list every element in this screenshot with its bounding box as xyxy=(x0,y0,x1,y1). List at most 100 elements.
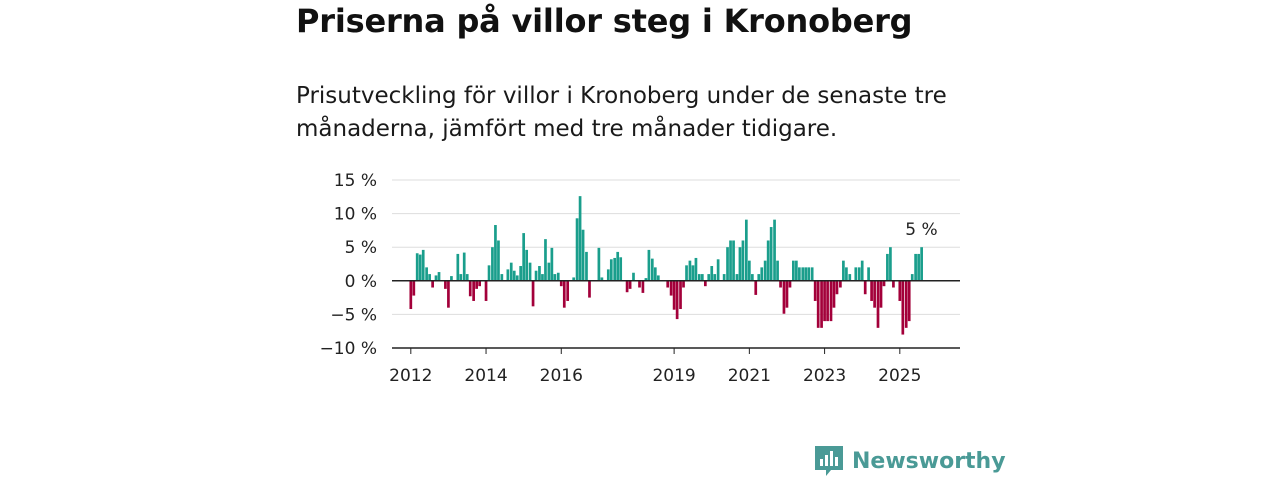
brand-name: Newsworthy xyxy=(852,448,1006,474)
x-tick-label: 2025 xyxy=(878,366,921,386)
bar xyxy=(892,280,895,288)
bar xyxy=(870,280,873,301)
bar xyxy=(823,280,826,322)
x-tick-label: 2012 xyxy=(389,366,432,386)
bar xyxy=(839,280,842,288)
bar xyxy=(873,280,876,308)
bar xyxy=(628,280,632,289)
bar xyxy=(804,267,808,281)
bar xyxy=(525,249,529,281)
x-tick-label: 2014 xyxy=(464,366,507,386)
bar xyxy=(531,280,535,307)
bar xyxy=(901,280,905,335)
y-tick-label: 5 % xyxy=(345,238,377,258)
bar xyxy=(776,260,779,281)
bar xyxy=(785,280,789,308)
bar xyxy=(625,280,629,293)
bar xyxy=(703,280,707,287)
x-tick-label: 2016 xyxy=(540,366,583,386)
bar xyxy=(447,280,450,308)
bar xyxy=(848,274,852,281)
bar xyxy=(559,280,563,287)
bar xyxy=(606,269,610,281)
bar xyxy=(744,219,748,281)
bar xyxy=(444,280,447,289)
y-tick-label: −10 % xyxy=(320,339,377,359)
bar xyxy=(669,280,673,296)
bar xyxy=(428,274,431,281)
bar xyxy=(863,280,867,295)
bar xyxy=(879,280,883,308)
last-value-label: 5 % xyxy=(905,220,937,240)
bar xyxy=(613,257,617,281)
bar xyxy=(795,260,798,281)
bar xyxy=(509,262,513,281)
bar xyxy=(748,260,751,281)
bar xyxy=(656,275,660,281)
bar xyxy=(437,272,441,281)
y-tick-label: 15 % xyxy=(334,171,377,191)
bar xyxy=(641,280,645,293)
bar xyxy=(578,196,582,281)
bar xyxy=(889,247,892,281)
bar xyxy=(735,274,739,281)
bar xyxy=(515,275,519,281)
bar xyxy=(691,265,695,281)
bar xyxy=(707,274,711,281)
bar xyxy=(409,280,413,310)
bar xyxy=(619,257,623,281)
bar xyxy=(653,267,657,281)
bar xyxy=(566,280,570,301)
bar xyxy=(697,274,701,281)
bar xyxy=(882,280,886,287)
bar xyxy=(904,280,908,328)
newsworthy-logo-icon xyxy=(815,446,843,476)
bar xyxy=(732,240,735,281)
bar xyxy=(810,267,814,281)
bar xyxy=(415,253,419,281)
bar xyxy=(910,274,914,281)
bar xyxy=(726,247,729,281)
bar xyxy=(754,280,758,295)
bar xyxy=(538,266,541,281)
bar xyxy=(816,280,820,328)
bar xyxy=(421,249,425,281)
bar xyxy=(738,247,742,281)
bar xyxy=(434,275,438,281)
bar xyxy=(581,229,585,281)
bar xyxy=(522,233,526,281)
bar xyxy=(801,267,805,281)
bar xyxy=(757,274,761,281)
bar xyxy=(487,265,491,281)
bar xyxy=(491,247,494,281)
chart-subtitle: Prisutveckling för villor i Kronoberg un… xyxy=(296,83,947,142)
bar xyxy=(497,240,500,281)
bar xyxy=(616,251,620,281)
bar xyxy=(820,280,823,328)
bar xyxy=(547,262,551,281)
bar xyxy=(519,266,522,281)
y-tick-label: 10 % xyxy=(334,205,377,225)
bar xyxy=(585,251,588,281)
bar xyxy=(760,267,764,281)
bar xyxy=(556,272,560,281)
bar xyxy=(462,252,466,281)
bar xyxy=(782,280,786,314)
bar xyxy=(506,269,510,281)
bar xyxy=(472,280,475,301)
x-tick-label: 2023 xyxy=(803,366,846,386)
bar xyxy=(468,280,472,297)
bar xyxy=(813,280,817,301)
bar xyxy=(694,257,698,281)
bar xyxy=(550,247,554,281)
bar xyxy=(500,274,504,281)
bar xyxy=(528,262,532,281)
bar xyxy=(766,240,770,281)
bar xyxy=(575,218,579,281)
bar xyxy=(553,274,557,281)
bar xyxy=(886,253,889,281)
bar xyxy=(917,253,920,281)
bar xyxy=(562,280,566,308)
bar xyxy=(412,280,416,296)
x-tick-label: 2021 xyxy=(728,366,771,386)
